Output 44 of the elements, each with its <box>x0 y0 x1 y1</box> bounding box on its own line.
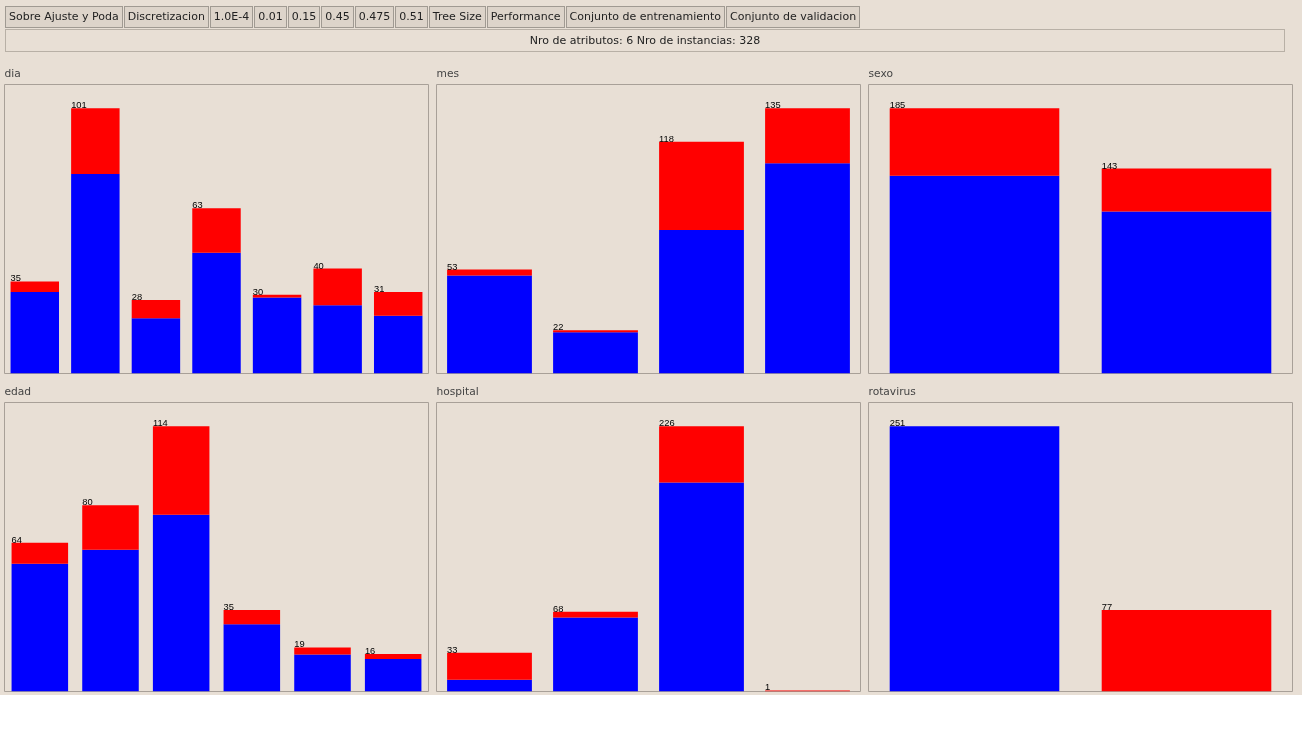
annotation: 64 <box>11 535 22 546</box>
annotation: 68 <box>553 604 564 615</box>
annotation: 40 <box>313 260 324 271</box>
chart-title: dia <box>4 66 21 80</box>
annotation: 251 <box>889 418 906 429</box>
text: 0.01 <box>254 6 287 28</box>
text: 0.51 <box>395 6 428 28</box>
text: 0.15 <box>287 6 321 28</box>
annotation: 35 <box>223 602 234 613</box>
annotation: 118 <box>659 134 674 145</box>
annotation: 22 <box>553 322 564 333</box>
annotation: 63 <box>192 200 203 211</box>
text: Performance <box>486 6 565 28</box>
annotation: 135 <box>765 100 781 111</box>
chart-title: rotavirus <box>868 384 917 398</box>
annotation: 31 <box>373 284 385 295</box>
annotation: 30 <box>252 287 264 298</box>
text: Tree Size <box>428 6 486 28</box>
annotation: 114 <box>152 418 168 429</box>
chart-title: sexo <box>868 66 893 80</box>
annotation: 33 <box>447 645 458 656</box>
chart-title: mes <box>436 66 460 80</box>
annotation: 77 <box>1101 602 1113 613</box>
annotation: 35 <box>10 273 21 284</box>
annotation: 143 <box>1101 160 1118 171</box>
annotation: 28 <box>131 292 143 303</box>
text: Conjunto de entrenamiento <box>565 6 726 28</box>
text: Nro de atributos: 6 Nro de instancias: 328 <box>5 28 1285 53</box>
annotation: 80 <box>82 497 93 508</box>
annotation: 1 <box>765 682 771 693</box>
text: Conjunto de validacion <box>726 6 861 28</box>
text: 1.0E-4 <box>209 6 254 28</box>
annotation: 226 <box>659 418 675 429</box>
annotation: 101 <box>71 100 87 111</box>
annotation: 185 <box>889 100 906 111</box>
text: Discretizacion <box>123 6 209 28</box>
annotation: 53 <box>447 261 458 272</box>
text: 0.45 <box>321 6 354 28</box>
annotation: 19 <box>294 639 305 650</box>
text: Sobre Ajuste y Poda <box>5 6 123 28</box>
text: 0.475 <box>354 6 395 28</box>
annotation: 16 <box>364 646 376 657</box>
chart-title: hospital <box>436 384 479 398</box>
chart-title: edad <box>4 384 32 398</box>
